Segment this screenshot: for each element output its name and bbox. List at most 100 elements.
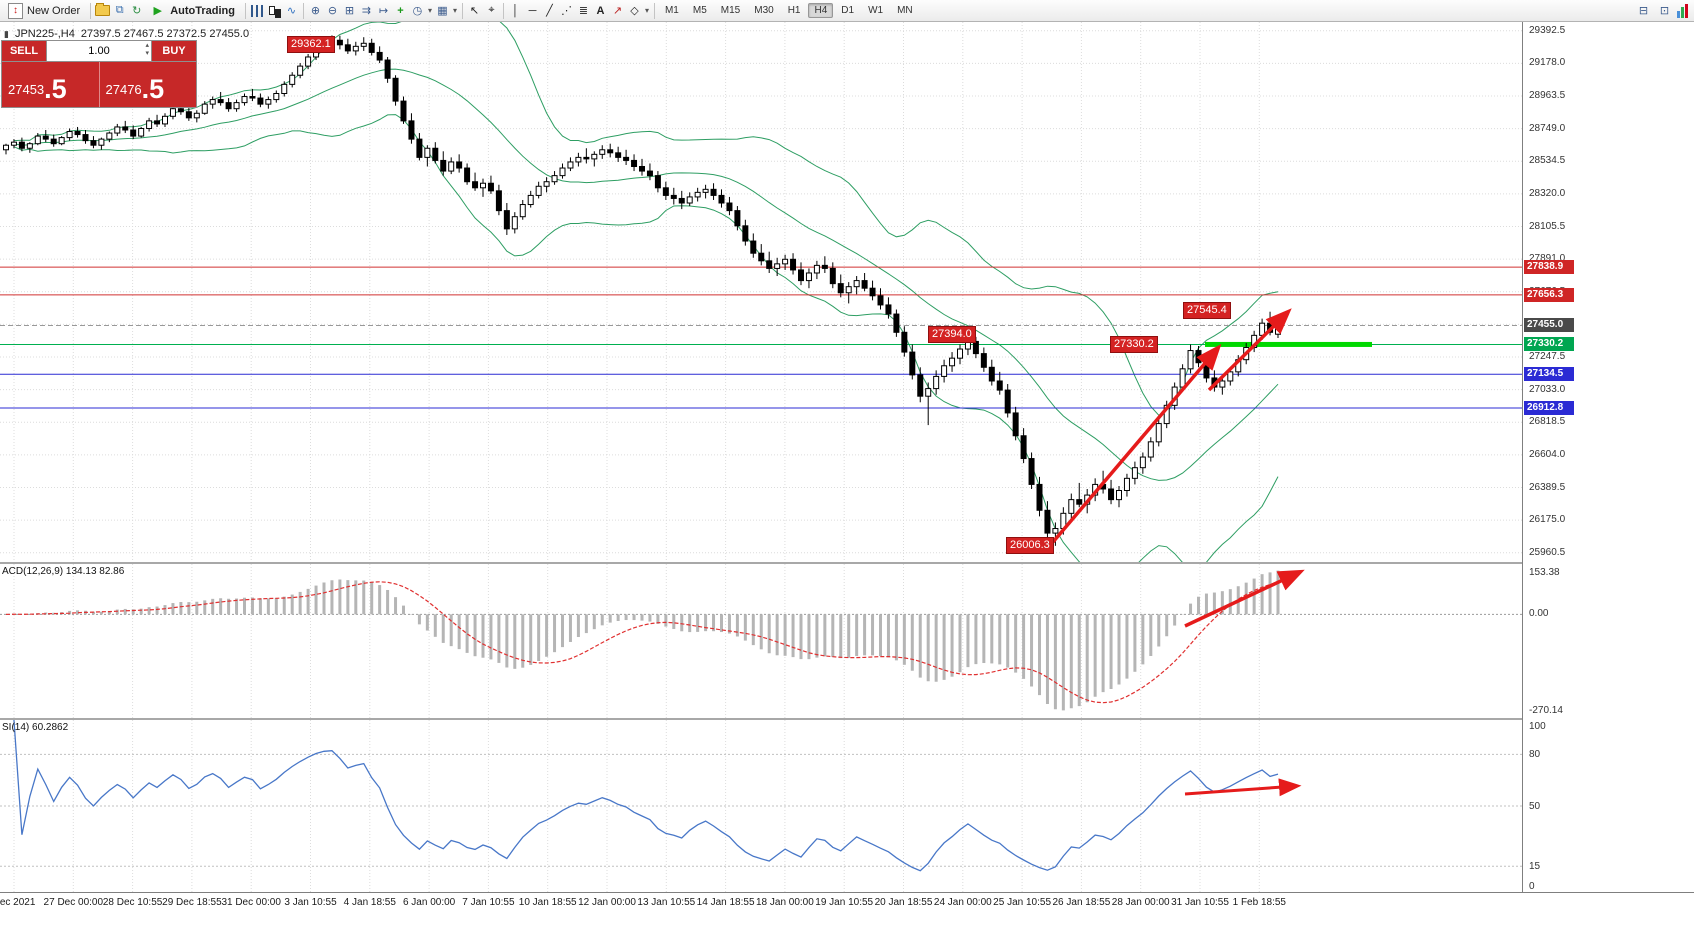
time-tick-label: 4 Jan 18:55 [343,897,396,908]
new-order-button[interactable]: ↕ New Order [4,0,87,22]
vertical-line-icon[interactable]: │ [512,4,519,17]
window-restore-icon[interactable]: ⊡ [1659,5,1670,17]
zoom-in-icon[interactable]: ⊕ [310,5,321,17]
time-tick-label: 31 Jan 10:55 [1171,897,1229,908]
timeframe-M5[interactable]: M5 [692,5,707,16]
price-line-badge[interactable]: 26912.8 [1524,400,1574,415]
rsi-trend-arrow[interactable] [1184,778,1302,797]
profiles-folder-icon[interactable] [94,2,111,19]
timeframe-M30[interactable]: M30 [754,5,774,16]
refresh-icon[interactable]: ↻ [132,5,142,17]
charts-cascade-icon[interactable]: ⧉ [115,4,124,16]
dropdown-caret-icon[interactable]: ▾ [644,6,649,15]
price-annotation-label[interactable]: 27330.2 [1110,336,1158,353]
time-tick-label: 18 Jan 00:00 [755,897,814,908]
price-line-badge[interactable]: 27838.9 [1524,260,1574,275]
timeframe-MN[interactable]: MN [897,5,913,16]
timeframe-M15[interactable]: M15 [720,5,741,16]
price-tick-label: 29392.5 [1529,24,1566,36]
arrows-tool-icon[interactable]: ↗ [612,5,623,17]
dropdown-caret-icon[interactable]: ▾ [452,6,457,15]
zoom-out-icon[interactable]: ⊖ [327,5,338,17]
price-line-badge[interactable]: 27455.0 [1524,318,1574,333]
line-chart-icon[interactable]: ∿ [286,5,297,17]
volume-spinner[interactable]: ▴ ▾ [145,42,149,58]
price-line-badge[interactable]: 27656.3 [1524,287,1574,302]
symbol-name: JPN225-,H4 [14,28,75,40]
dropdown-caret-icon[interactable]: ▾ [427,6,432,15]
macd-panel[interactable]: ACD(12,26,9) 134.13 82.86 [0,564,1522,718]
rsi-panel[interactable]: SI(14) 60.2862 [0,720,1522,892]
tile-windows-icon[interactable]: ⊞ [344,5,355,17]
price-annotation-label[interactable]: 29362.1 [287,36,335,53]
price-line-badge[interactable]: 27330.2 [1524,337,1574,352]
chart-symbol-icon: ▮ [4,28,9,39]
panel-divider[interactable] [0,718,1694,720]
time-tick-label: 25 Jan 10:55 [993,897,1052,908]
toolbar-separator [90,2,92,19]
price-annotation-label[interactable]: 27394.0 [928,326,976,343]
time-tick-label: 6 Jan 00:00 [402,897,456,908]
time-tick-label: 12 Jan 00:00 [578,897,636,908]
timeframe-D1[interactable]: D1 [841,5,855,16]
fibonacci-icon[interactable]: ≣ [578,5,589,17]
price-annotation-label[interactable]: 26006.3 [1006,537,1054,554]
price-tick-label: 25960.5 [1529,546,1566,558]
volume-input[interactable]: 1.00 ▴ ▾ [46,41,152,61]
auto-scroll-icon[interactable]: ⇉ [361,5,372,17]
price-annotation-label[interactable]: 27545.4 [1183,302,1231,319]
spinner-down-icon[interactable]: ▾ [145,50,149,57]
bar-chart-icon[interactable] [249,2,266,19]
timeframe-H1[interactable]: H1 [787,5,801,16]
time-tick-label: 29 Dec 18:55 [162,897,222,908]
chart-shift-icon[interactable]: ↦ [378,5,389,17]
spinner-up-icon[interactable]: ▴ [145,42,149,49]
panel-divider[interactable] [0,562,1694,564]
indicators-icon[interactable]: + [397,4,404,17]
text-tool-icon[interactable]: A [596,4,605,17]
price-scale[interactable]: 29392.5 29178.0 28963.5 28749.0 28534.5 28320… [1522,22,1694,912]
periods-icon[interactable]: ◷ [412,5,423,17]
sell-button[interactable]: SELL [2,41,46,61]
cursor-icon[interactable]: ↖ [469,5,480,17]
shapes-icon[interactable]: ◇ [630,5,639,17]
sell-price[interactable]: 27453.5 [2,62,99,107]
toolbar-separator [461,2,463,19]
timeframe-W1[interactable]: W1 [868,5,884,16]
buy-button[interactable]: BUY [152,41,196,61]
price-tick-label: 28105.5 [1529,220,1566,232]
price-tick-label: 26175.0 [1529,514,1566,526]
main-chart-panel[interactable]: ▮ JPN225-,H4 27397.5 27467.5 27372.5 274… [0,22,1522,562]
timeframe-H4[interactable]: H4 [808,3,834,18]
crosshair-icon[interactable]: ⌖ [488,4,495,16]
price-line-badge[interactable]: 27134.5 [1524,367,1574,382]
sell-price-frac: .5 [44,74,67,104]
grid [0,22,1522,562]
time-tick-label: 3 Jan 10:55 [284,897,337,908]
price-tick-label: 26604.0 [1529,448,1566,460]
price-tick-label: 27033.0 [1529,383,1566,395]
rsi-label: SI(14) 60.2862 [2,722,69,733]
templates-icon[interactable]: ▦ [437,5,448,17]
time-tick-label: 20 Jan 18:55 [874,897,933,908]
channel-icon[interactable]: ⋰ [560,5,572,17]
timeframe-M1[interactable]: M1 [664,5,679,16]
autotrading-button[interactable]: ▶ AutoTrading [145,0,242,22]
buy-price[interactable]: 27476.5 [100,62,197,107]
green-highlight-segment[interactable] [1205,341,1372,347]
price-tick-label: 29178.0 [1529,57,1566,69]
trend-arrows[interactable] [1051,308,1292,544]
macd-tick-label: -270.14 [1529,705,1563,716]
macd-trend-arrow[interactable] [1184,569,1305,628]
horizontal-price-lines[interactable] [0,266,1522,409]
rsi-chart [0,720,1522,892]
time-tick-label: Dec 2021 [0,897,36,908]
time-tick-label: 19 Jan 10:55 [815,897,874,908]
window-minimize-icon[interactable]: ⊟ [1638,5,1649,17]
candlestick-chart-icon[interactable] [266,2,283,19]
horizontal-line-icon[interactable]: ─ [528,4,537,17]
price-tick-label: 28534.5 [1529,155,1566,167]
autotrading-label: AutoTrading [170,4,235,17]
trendline-icon[interactable]: ╱ [546,5,553,17]
